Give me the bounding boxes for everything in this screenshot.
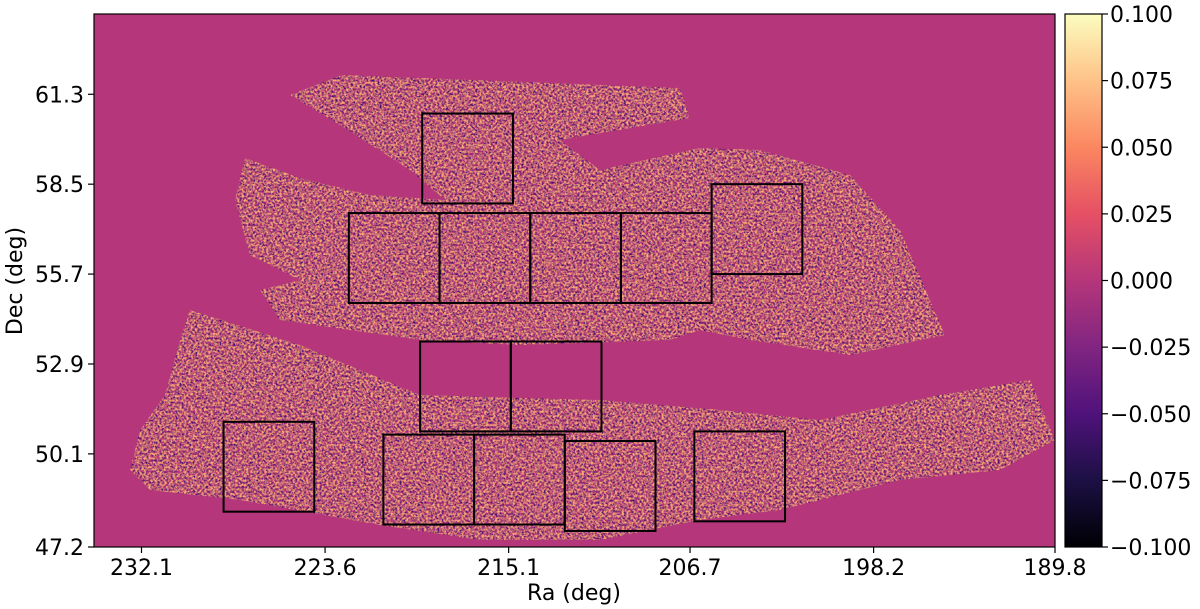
colorbar-tick-label: 0.025 [1110, 203, 1173, 228]
y-tick-label: 52.9 [35, 353, 84, 378]
patch-box-8 [509, 340, 603, 433]
x-tick-label: 198.2 [842, 556, 905, 581]
patch-box-13 [693, 430, 787, 523]
plot-frame [93, 13, 1056, 548]
y-tick-label: 55.7 [35, 263, 84, 288]
x-tick-label: 189.8 [1024, 556, 1087, 581]
x-tick-label: 206.7 [659, 556, 722, 581]
y-tick-label: 58.5 [35, 173, 84, 198]
patch-box-6 [710, 183, 804, 276]
colorbar-tick-label: 0.050 [1110, 136, 1173, 161]
x-tick-label: 215.1 [477, 556, 540, 581]
y-tick-label: 50.1 [35, 443, 84, 468]
colorbar-tick-label: −0.025 [1110, 336, 1191, 361]
colorbar-tick-label: −0.050 [1110, 403, 1191, 428]
x-tick-label: 223.6 [294, 556, 357, 581]
colorbar-tick-label: 0.000 [1110, 270, 1173, 295]
y-tick-label: 61.3 [35, 83, 84, 108]
colorbar [1064, 13, 1103, 548]
colorbar-tick-label: −0.100 [1110, 536, 1191, 561]
x-tick-label: 232.1 [110, 556, 173, 581]
y-tick-label: 47.2 [35, 536, 84, 561]
patch-box-12 [563, 440, 657, 532]
patch-box-1 [421, 112, 514, 205]
patch-box-9 [222, 420, 316, 513]
colorbar-tick-label: −0.075 [1110, 469, 1191, 494]
y-axis-label: Dec (deg) [3, 227, 28, 335]
colorbar-tick-label: 0.075 [1110, 70, 1173, 95]
x-axis-label: Ra (deg) [527, 581, 621, 606]
colorbar-tick-label: 0.100 [1110, 3, 1173, 28]
